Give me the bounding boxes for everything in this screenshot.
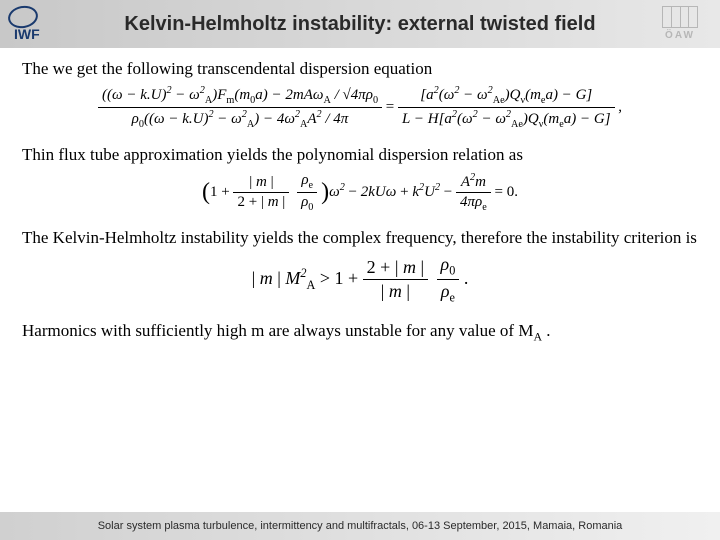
equation-3: | m | M2A > 1 + 2 + | m | | m | ρ0 ρe . bbox=[22, 254, 698, 306]
slide-header: IWF Kelvin-Helmholtz instability: extern… bbox=[0, 0, 720, 48]
p4-sub: A bbox=[533, 329, 542, 343]
paragraph-3: The Kelvin-Helmholtz instability yields … bbox=[22, 227, 698, 248]
paragraph-4: Harmonics with sufficiently high m are a… bbox=[22, 320, 698, 344]
paragraph-1: The we get the following transcendental … bbox=[22, 58, 698, 79]
oaw-logo: ÖAW bbox=[652, 6, 708, 42]
equation-1: ((ω − k.U)2 − ω2A)Fm(m0a) − 2mAωA / √4πρ… bbox=[22, 85, 698, 130]
p4-pre: Harmonics with sufficiently high m are a… bbox=[22, 321, 533, 340]
iwf-logo-text: IWF bbox=[14, 26, 40, 42]
slide-content: The we get the following transcendental … bbox=[0, 48, 720, 344]
footer-text: Solar system plasma turbulence, intermit… bbox=[98, 520, 623, 532]
slide-footer: Solar system plasma turbulence, intermit… bbox=[0, 512, 720, 540]
paragraph-2: Thin flux tube approximation yields the … bbox=[22, 144, 698, 165]
equation-2: (1 + | m | 2 + | m | ρe ρ0 )ω2 − 2kUω + … bbox=[22, 172, 698, 213]
oaw-logo-text: ÖAW bbox=[652, 30, 708, 41]
slide-title: Kelvin-Helmholtz instability: external t… bbox=[0, 13, 720, 36]
iwf-logo: IWF bbox=[8, 4, 58, 42]
p4-post: . bbox=[542, 321, 551, 340]
